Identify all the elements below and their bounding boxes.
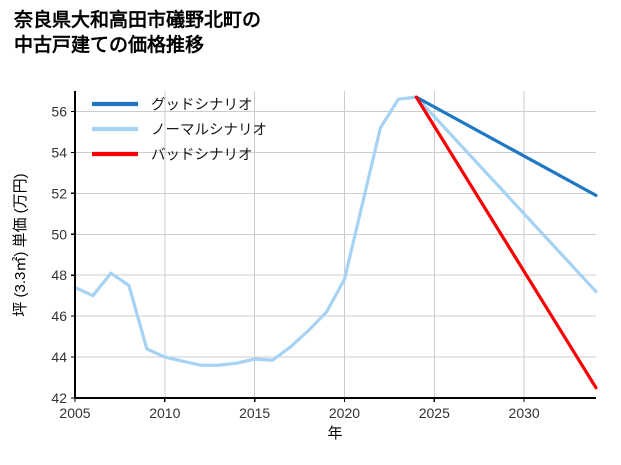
y-tick-label: 56 [51, 103, 67, 119]
x-tick-label: 2020 [329, 405, 360, 421]
series-line-good [414, 95, 598, 197]
x-tick-label: 2005 [59, 405, 90, 421]
y-tick-label: 50 [51, 226, 67, 242]
x-tick-label: 2015 [239, 405, 270, 421]
y-tick-label: 48 [51, 267, 67, 283]
data-series-group [73, 95, 598, 390]
axis-spines-group [73, 91, 596, 400]
y-tick-label: 54 [51, 144, 67, 160]
y-axis-ticks-group: 42 44 46 48 50 52 54 56 [51, 103, 75, 406]
x-tick-label: 2030 [509, 405, 540, 421]
y-tick-label: 46 [51, 308, 67, 324]
legend-label-0: グッドシナリオ [151, 97, 253, 114]
y-tick-label: 42 [51, 390, 67, 406]
series-line-normal [73, 95, 598, 367]
series-line-bad [414, 95, 598, 390]
page-title: 奈良県大和高田市礒野北町の 中古戸建ての価格推移 [14, 10, 262, 57]
x-axis-title: 年 [327, 425, 342, 442]
x-tick-label: 2025 [419, 405, 450, 421]
y-axis-title: 坪 (3.3㎡) 単価 (万円) [12, 173, 29, 316]
x-axis-ticks-group: 2005 2010 2015 2020 2025 2030 [59, 398, 540, 421]
legend-label-2: バッドシナリオ [151, 148, 253, 164]
y-tick-label: 52 [51, 185, 67, 201]
legend-label-1: ノーマルシナリオ [151, 123, 267, 139]
x-tick-label: 2010 [149, 405, 180, 421]
y-tick-label: 44 [51, 349, 67, 365]
